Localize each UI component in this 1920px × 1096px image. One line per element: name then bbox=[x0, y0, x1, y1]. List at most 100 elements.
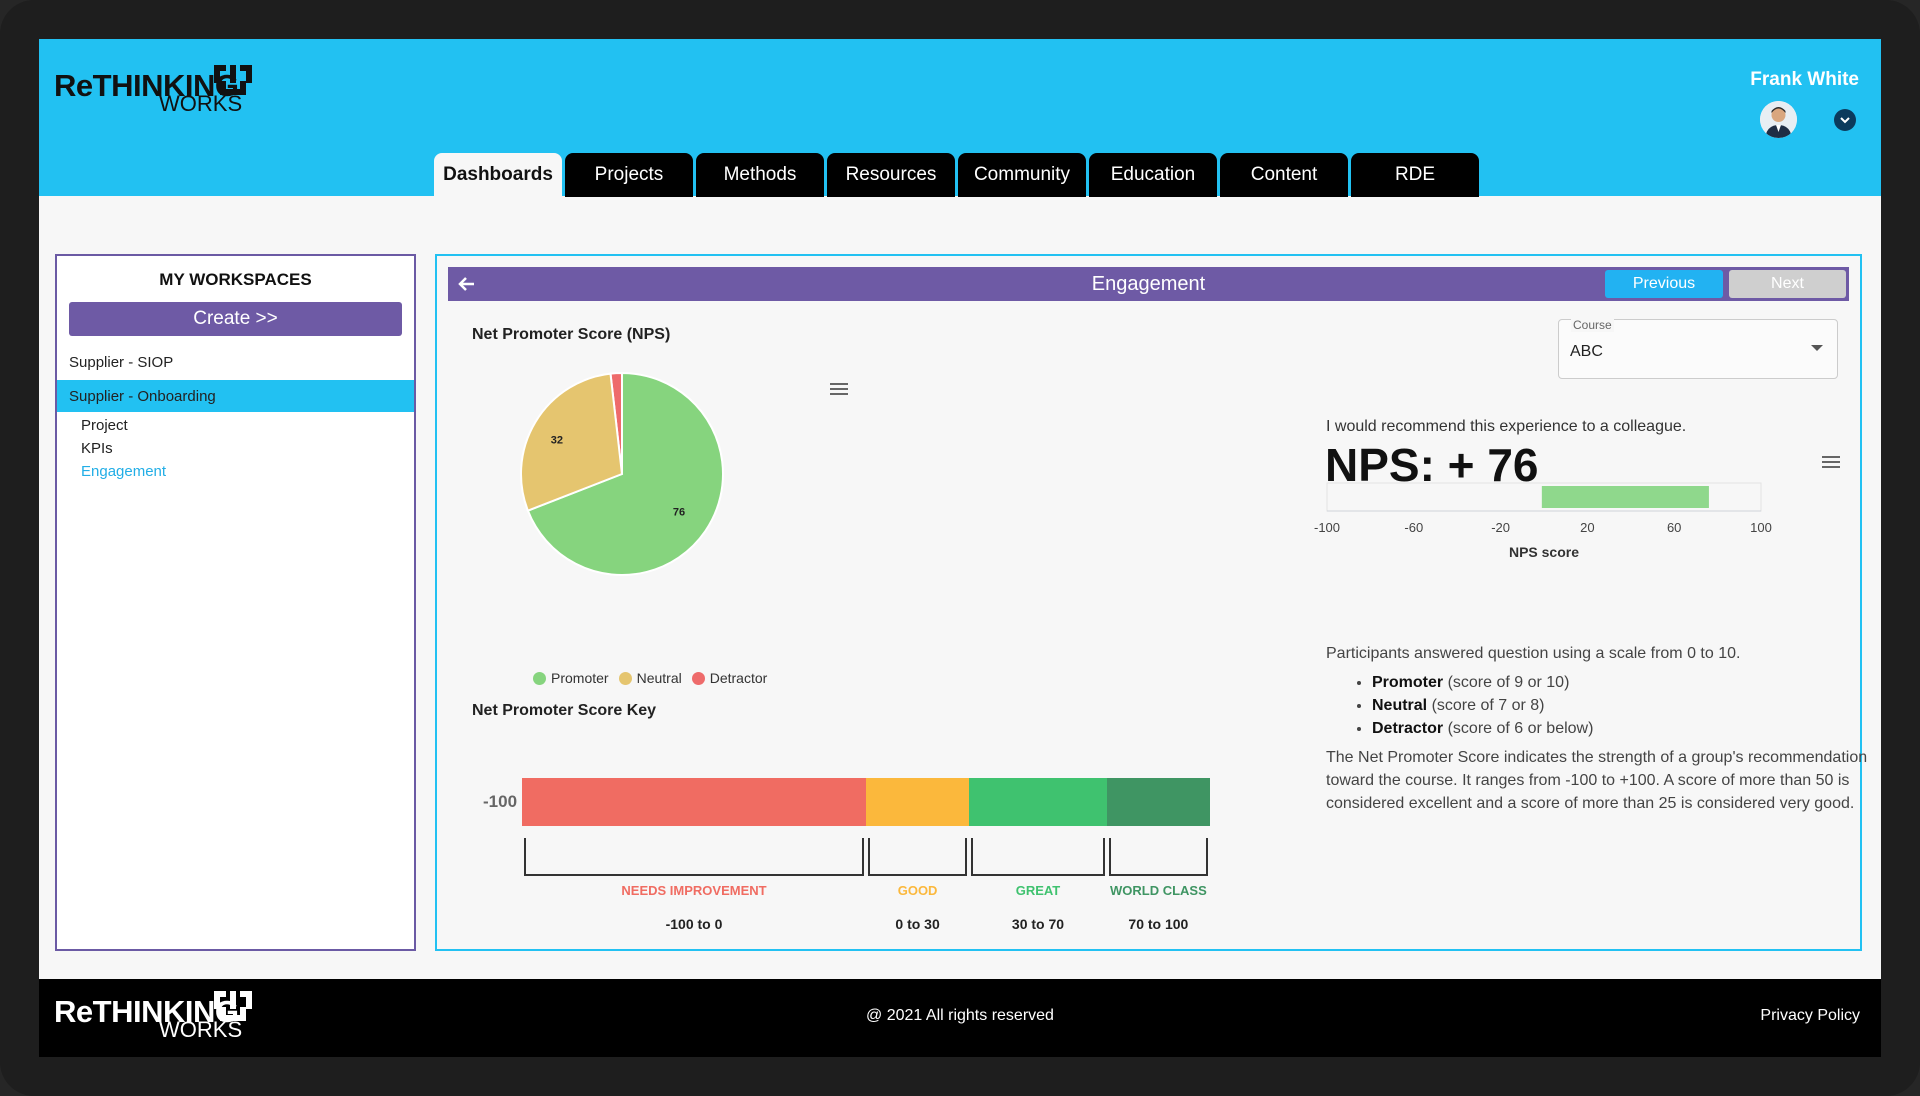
previous-button[interactable]: Previous bbox=[1605, 270, 1723, 298]
detractor-detail: (score of 6 or below) bbox=[1443, 720, 1594, 737]
scale-intro: Participants answered question using a s… bbox=[1326, 645, 1741, 662]
nps-score-heading: NPS: + 76 bbox=[1325, 439, 1539, 491]
nps-explanation: The Net Promoter Score indicates the str… bbox=[1326, 749, 1868, 812]
privacy-policy-link[interactable]: Privacy Policy bbox=[1760, 1007, 1860, 1024]
pie-slice-promoter[interactable] bbox=[526, 371, 724, 576]
detractor-term: Detractor bbox=[1372, 720, 1444, 737]
panel-titlebar: Engagement Previous Next bbox=[448, 267, 1849, 301]
key-label-world-class: WORLD CLASS bbox=[1110, 883, 1207, 898]
nps-key-title: Net Promoter Score Key bbox=[472, 702, 657, 719]
key-bracket-great bbox=[971, 838, 1105, 876]
tab-community[interactable]: Community bbox=[958, 153, 1086, 197]
pie-legend: Promoter Neutral Detractor bbox=[533, 670, 767, 686]
bar-tick-label: -60 bbox=[1404, 520, 1423, 535]
neutral-detail: (score of 7 or 8) bbox=[1427, 697, 1545, 714]
brand-logo[interactable]: ReTHINKING WORKS bbox=[54, 63, 254, 119]
footer-brand-logo[interactable]: ReTHINKING WORKS bbox=[54, 989, 254, 1045]
pie-slice-neutral[interactable] bbox=[520, 372, 624, 512]
sidebar-subitem-kpis[interactable]: KPIs bbox=[81, 440, 113, 457]
key-segment-needs-improvement bbox=[522, 778, 866, 826]
brand-name-bottom: WORKS bbox=[159, 91, 243, 116]
panel-title: Engagement bbox=[1091, 272, 1206, 295]
key-label-good: GOOD bbox=[897, 883, 938, 898]
bar-tick-label: 20 bbox=[1580, 520, 1594, 535]
legend-label-neutral: Neutral bbox=[636, 670, 682, 686]
pie-chart-menu-icon[interactable] bbox=[830, 383, 848, 395]
pie-data-label-neutral: 32 bbox=[551, 435, 563, 447]
bar-tick-label: 100 bbox=[1750, 520, 1772, 535]
create-workspace-button[interactable]: Create >> bbox=[69, 302, 402, 336]
key-range-needs-improvement: -100 to 0 bbox=[665, 916, 723, 932]
key-segment-world-class bbox=[1106, 778, 1210, 826]
footer-brand-name-bottom: WORKS bbox=[159, 1017, 243, 1042]
nps-description: Participants answered question using a s… bbox=[1326, 642, 1871, 815]
tab-methods[interactable]: Methods bbox=[696, 153, 824, 197]
course-select[interactable]: Course ABC bbox=[1558, 318, 1838, 379]
legend-swatch-promoter bbox=[533, 671, 546, 685]
back-arrow-icon[interactable] bbox=[456, 270, 478, 298]
sidebar-subitem-project[interactable]: Project bbox=[81, 417, 128, 434]
engagement-panel: Engagement Previous Next Net Promoter Sc… bbox=[435, 254, 1867, 951]
brand-name-top: ReTHINKING bbox=[54, 68, 239, 103]
top-header: ReTHINKING WORKS Frank White Dashboa bbox=[39, 39, 1881, 197]
avatar-person-icon bbox=[1760, 101, 1797, 138]
list-item-neutral: Neutral (score of 7 or 8) bbox=[1372, 694, 1871, 717]
user-menu-chevron-icon[interactable] bbox=[1834, 109, 1856, 131]
sidebar-item-supplier-onboarding[interactable]: Supplier - Onboarding bbox=[57, 380, 414, 412]
list-item-detractor: Detractor (score of 6 or below) bbox=[1372, 717, 1871, 740]
key-range-world-class: 70 to 100 bbox=[1128, 916, 1189, 932]
legend-label-detractor: Detractor bbox=[709, 670, 768, 686]
tab-resources[interactable]: Resources bbox=[827, 153, 955, 197]
legend-swatch-neutral bbox=[618, 671, 632, 685]
key-label-great: GREAT bbox=[1015, 883, 1061, 898]
legend-item-detractor[interactable]: Detractor bbox=[691, 670, 768, 686]
nps-score-bar-chart: -100 -60 -20 20 60 100 NPS score bbox=[1314, 482, 1772, 560]
legend-item-neutral[interactable]: Neutral bbox=[618, 670, 682, 686]
workspaces-sidebar: MY WORKSPACES Create >> Supplier - SIOP … bbox=[55, 254, 416, 951]
key-bracket-world-class bbox=[1108, 838, 1208, 876]
next-button[interactable]: Next bbox=[1729, 270, 1846, 298]
promoter-detail: (score of 9 or 10) bbox=[1443, 674, 1570, 691]
user-avatar[interactable] bbox=[1760, 101, 1797, 138]
user-name: Frank White bbox=[1750, 69, 1859, 90]
course-select-label: Course bbox=[1571, 318, 1614, 332]
bar-tick-label: -20 bbox=[1491, 520, 1510, 535]
app-screen: ReTHINKING WORKS Frank White Dashboa bbox=[39, 39, 1881, 1057]
key-range-great: 30 to 70 bbox=[1011, 916, 1065, 932]
list-item-promoter: Promoter (score of 9 or 10) bbox=[1372, 671, 1871, 694]
sidebar-item-supplier-siop[interactable]: Supplier - SIOP bbox=[69, 353, 174, 371]
tab-education[interactable]: Education bbox=[1089, 153, 1217, 197]
tab-rde[interactable]: RDE bbox=[1351, 153, 1479, 197]
tab-projects[interactable]: Projects bbox=[565, 153, 693, 197]
key-min-label: -100 bbox=[483, 792, 518, 811]
nps-chart-title: Net Promoter Score (NPS) bbox=[472, 326, 671, 343]
sidebar-title: MY WORKSPACES bbox=[159, 270, 312, 289]
bar-tick-label: -100 bbox=[1314, 520, 1340, 535]
page-footer: ReTHINKING WORKS @ 2021 All rights reser… bbox=[39, 979, 1881, 1057]
neutral-term: Neutral bbox=[1372, 697, 1428, 714]
tab-content[interactable]: Content bbox=[1220, 153, 1348, 197]
key-bracket-good bbox=[868, 838, 968, 876]
promoter-term: Promoter bbox=[1372, 674, 1444, 691]
copyright-text: @ 2021 All rights reserved bbox=[866, 1007, 1054, 1024]
caret-down-icon bbox=[1811, 345, 1823, 351]
bar-chart-menu-icon[interactable] bbox=[1822, 456, 1840, 468]
legend-label-promoter: Promoter bbox=[551, 670, 609, 686]
nps-question: I would recommend this experience to a c… bbox=[1326, 418, 1687, 435]
pie-data-label-promoter: 76 bbox=[673, 507, 685, 519]
bar-x-axis-label: NPS score bbox=[1509, 544, 1579, 560]
footer-brand-name-top: ReTHINKING bbox=[54, 994, 239, 1029]
key-label-needs-improvement: NEEDS IMPROVEMENT bbox=[621, 883, 767, 898]
category-list: Promoter (score of 9 or 10) Neutral (sco… bbox=[1372, 671, 1871, 740]
tab-dashboards[interactable]: Dashboards bbox=[434, 153, 562, 197]
footer-brand-mark-icon bbox=[214, 991, 252, 1021]
main-nav-tabs: Dashboards Projects Methods Resources Co… bbox=[434, 153, 1479, 197]
sidebar-subitem-engagement[interactable]: Engagement bbox=[81, 463, 167, 480]
key-segment-good bbox=[866, 778, 970, 826]
legend-item-promoter[interactable]: Promoter bbox=[533, 670, 609, 686]
nps-score-bar[interactable] bbox=[1541, 486, 1709, 508]
key-segment-great bbox=[969, 778, 1107, 826]
brand-mark-icon bbox=[214, 65, 252, 95]
nps-pie-chart: 76 32 bbox=[520, 371, 724, 576]
